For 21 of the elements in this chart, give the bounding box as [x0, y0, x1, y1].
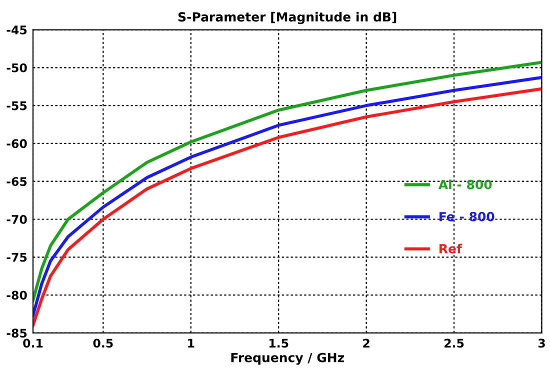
y-tick-label: -80 — [6, 290, 27, 300]
legend-label: Al - 800 — [438, 180, 492, 190]
legend-label: Fe - 800 — [440, 212, 494, 222]
y-tick-label: -45 — [6, 26, 27, 34]
y-tick-label: -70 — [6, 214, 27, 224]
x-tick-label: 2 — [363, 338, 370, 348]
x-tick-label: 0.1 — [23, 338, 43, 348]
x-tick-label: 0.5 — [93, 338, 113, 348]
x-tick-label: 1 — [188, 338, 194, 348]
y-tick-label: -75 — [6, 253, 27, 262]
x-tick-label: 1.5 — [269, 338, 288, 348]
chart-title: S-Parameter [Magnitude in dB] — [178, 12, 396, 24]
y-tick-label: -50 — [6, 63, 27, 72]
legend-label: Ref — [440, 244, 462, 254]
x-axis-title: Frequency / GHz — [231, 352, 344, 365]
y-tick-label: -85 — [6, 328, 27, 338]
y-tick-label: -65 — [6, 177, 27, 186]
y-tick-label: -55 — [6, 101, 27, 110]
x-tick-label: 3 — [538, 338, 545, 348]
y-tick-label: -60 — [6, 139, 27, 148]
x-tick-label: 2.5 — [444, 338, 464, 348]
